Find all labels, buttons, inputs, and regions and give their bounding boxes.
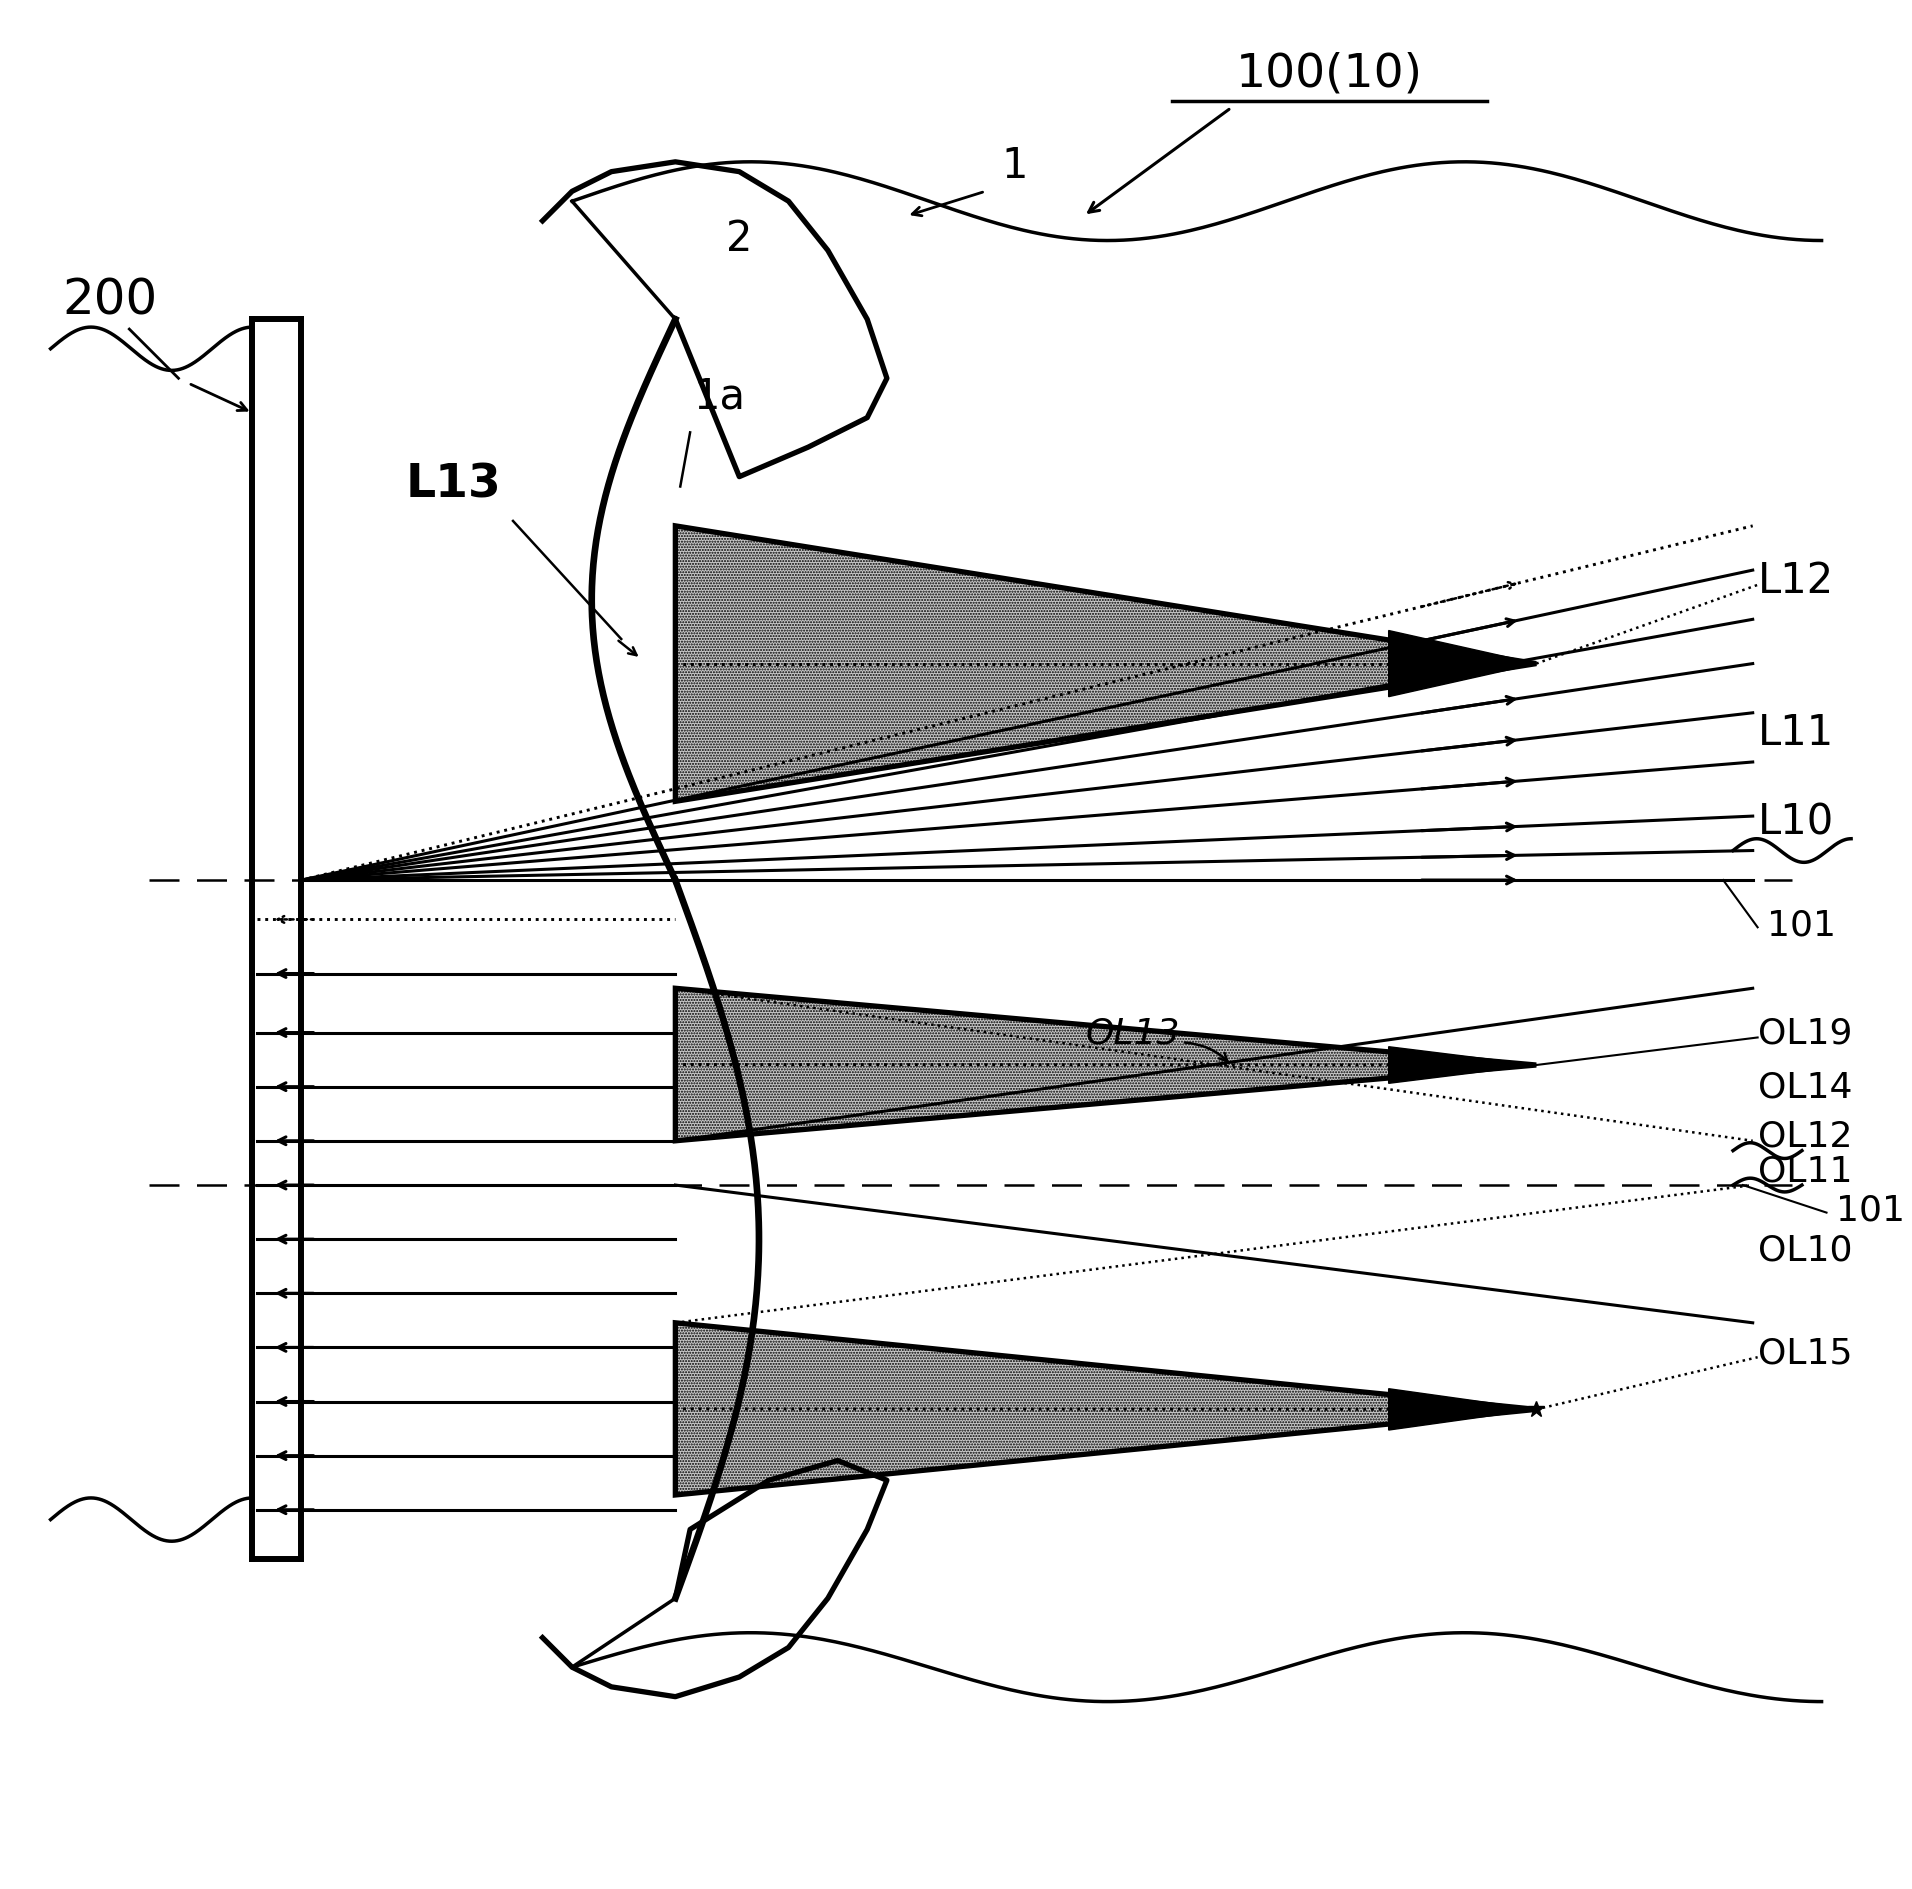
Text: 100(10): 100(10) [1237,51,1423,96]
Polygon shape [675,1322,1535,1496]
Text: OL15: OL15 [1757,1336,1853,1370]
Text: 2: 2 [727,219,753,261]
Text: 101: 101 [1767,909,1836,943]
Text: OL11: OL11 [1757,1154,1853,1188]
Text: 1: 1 [1002,144,1029,187]
Text: OL12: OL12 [1757,1120,1853,1154]
Text: L10: L10 [1757,801,1834,842]
Text: OL14: OL14 [1757,1069,1853,1103]
Polygon shape [1388,1388,1535,1430]
Text: 1a: 1a [694,376,746,417]
Text: L11: L11 [1757,712,1834,754]
Text: OL19: OL19 [1757,1016,1853,1050]
Polygon shape [1388,631,1535,697]
Text: 101: 101 [1836,1194,1906,1228]
Polygon shape [675,527,1535,803]
Polygon shape [675,988,1535,1141]
Text: 200: 200 [61,276,157,325]
Text: OL13: OL13 [1086,1016,1180,1050]
Polygon shape [1388,1047,1535,1084]
Text: L12: L12 [1757,559,1834,601]
Text: L13: L13 [405,463,501,506]
Text: OL10: OL10 [1757,1232,1853,1266]
